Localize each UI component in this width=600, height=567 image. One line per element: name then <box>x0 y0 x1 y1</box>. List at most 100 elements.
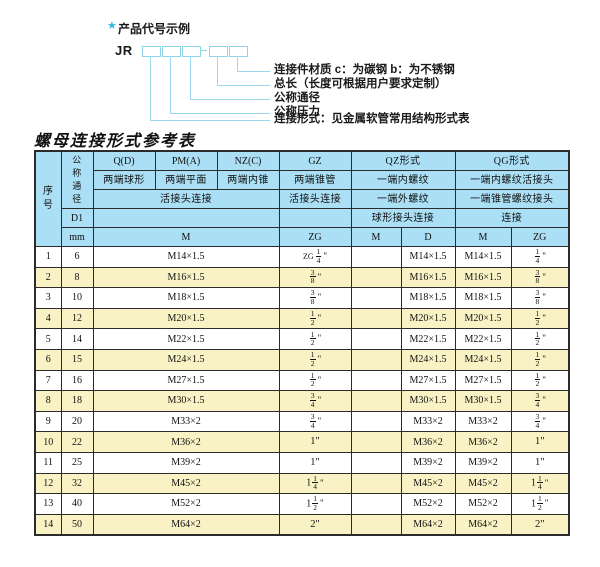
header-end-qg: 一端内螺纹活接头 <box>454 170 570 190</box>
cell-qg-zg: 3 4 " <box>510 410 570 433</box>
cell-gz-zg: 1" <box>278 431 352 453</box>
header-conn-left: 活接头连接 <box>92 189 280 209</box>
cell-gz-zg: 1 1 4 " <box>278 472 352 495</box>
diagram-title: 产品代号示例 <box>118 22 191 36</box>
cell-qg-zg: 3 8 " <box>510 287 570 309</box>
cell-nominal-bore: 40 <box>60 493 94 515</box>
cell-gz-zg: 1" <box>278 451 352 474</box>
cell-qz-d: M45×2 <box>400 472 456 495</box>
header-end-pma: 两端平面 <box>154 170 218 190</box>
table-row: 12 32 M45×2 1 1 4 " M45×2 M45×2 1 1 4 " <box>34 472 570 495</box>
header-end-qz: 一端内螺纹 <box>350 170 456 190</box>
header-conn-qz: 一端外螺纹 <box>350 189 456 209</box>
cell-qg-m: M24×1.5 <box>454 348 512 371</box>
cell-qg-m: M64×2 <box>454 513 512 536</box>
cell-qz-m <box>350 328 402 350</box>
cell-nominal-bore: 22 <box>60 431 94 453</box>
table-row: 4 12 M20×1.5 1 2 " M20×1.5 M20×1.5 1 2 " <box>34 307 570 330</box>
header-row-codes: 序 号 公 称 通 径 Q(D) PM(A) NZ(C) GZ QZ形式 QG形… <box>34 150 570 247</box>
code-note-nominal-bore: 公称通径 <box>274 92 320 104</box>
cell-thread-m: M45×2 <box>92 472 280 495</box>
cell-gz-zg: 1 2 " <box>278 369 352 392</box>
cell-qg-m: M33×2 <box>454 410 512 433</box>
header-ball-qg: 连接 <box>454 208 570 228</box>
cell-gz-zg: 1 1 2 " <box>278 493 352 515</box>
table-row: 11 25 M39×2 1" M39×2 M39×2 1" <box>34 451 570 474</box>
header-seq-char-2: 号 <box>43 200 54 211</box>
header-unit-zg-gz: ZG <box>278 227 352 247</box>
table-row: 7 16 M27×1.5 1 2 " M27×1.5 M27×1.5 1 2 " <box>34 369 570 392</box>
leader-line-3-horizontal <box>190 99 270 100</box>
leader-line-2-horizontal <box>170 113 270 114</box>
header-unit-d-qz: D <box>400 227 456 247</box>
table-title: 螺母连接形式参考表 <box>34 133 197 150</box>
code-box-2 <box>162 46 181 57</box>
code-box-1 <box>142 46 161 57</box>
cell-qz-m <box>350 410 402 433</box>
cell-qz-m <box>350 513 402 536</box>
leader-line-2-vertical <box>170 56 171 113</box>
cell-qg-m: M52×2 <box>454 493 512 515</box>
header-code-gz: GZ <box>278 150 352 171</box>
cell-qg-zg: 1 2 " <box>510 328 570 350</box>
header-code-qg: QG形式 <box>454 150 570 171</box>
header-end-qd: 两端球形 <box>92 170 156 190</box>
cell-qz-m <box>350 390 402 412</box>
cell-seq: 5 <box>34 328 62 350</box>
code-prefix-label: JR <box>115 43 133 58</box>
cell-qz-m <box>350 287 402 309</box>
header-blank-gz <box>278 208 352 228</box>
cell-gz-zg: 3 4 " <box>278 390 352 412</box>
cell-thread-m: M33×2 <box>92 410 280 433</box>
cell-qg-m: M45×2 <box>454 472 512 495</box>
header-seq-char-1: 序 <box>43 185 54 197</box>
dn-char-3: 通 <box>72 181 82 191</box>
cell-seq: 3 <box>34 287 62 309</box>
cell-seq: 1 <box>34 246 62 268</box>
cell-gz-zg: 1 2 " <box>278 348 352 371</box>
cell-thread-m: M14×1.5 <box>92 246 280 268</box>
header-nominal-bore: 公 称 通 径 <box>60 150 94 209</box>
cell-qz-d: M18×1.5 <box>400 287 456 309</box>
cell-qg-zg: 3 4 " <box>510 390 570 412</box>
cell-qz-d: M27×1.5 <box>400 369 456 392</box>
cell-nominal-bore: 10 <box>60 287 94 309</box>
header-seq: 序 号 <box>34 150 62 247</box>
cell-qz-m <box>350 266 402 289</box>
cell-qg-m: M39×2 <box>454 451 512 474</box>
cell-thread-m: M52×2 <box>92 493 280 515</box>
cell-qz-m <box>350 493 402 515</box>
nut-connection-spec-table: 序 号 公 称 通 径 Q(D) PM(A) NZ(C) GZ QZ形式 QG形… <box>34 150 571 537</box>
header-code-nzc: NZ(C) <box>216 150 280 171</box>
cell-nominal-bore: 14 <box>60 328 94 350</box>
code-box-5 <box>229 46 248 57</box>
cell-qg-zg: 1 2 " <box>510 369 570 392</box>
cell-nominal-bore: 32 <box>60 472 94 495</box>
cell-seq: 14 <box>34 513 62 536</box>
leader-line-1-horizontal <box>150 120 270 121</box>
cell-nominal-bore: 50 <box>60 513 94 536</box>
table-row: 14 50 M64×2 2" M64×2 M64×2 2" <box>34 513 570 536</box>
header-conn-gz: 活接头连接 <box>278 189 352 209</box>
leader-line-1-vertical <box>150 56 151 120</box>
star-icon: ★ <box>107 20 117 32</box>
header-code-qd: Q(D) <box>92 150 156 171</box>
cell-qz-m <box>350 369 402 392</box>
cell-seq: 2 <box>34 266 62 289</box>
cell-nominal-bore: 6 <box>60 246 94 268</box>
dn-char-4: 径 <box>72 194 82 205</box>
cell-qg-m: M22×1.5 <box>454 328 512 350</box>
header-code-qz: QZ形式 <box>350 150 456 171</box>
table-row: 9 20 M33×2 3 4 " M33×2 M33×2 3 4 " <box>34 410 570 433</box>
header-end-gz: 两端锥管 <box>278 170 352 190</box>
cell-nominal-bore: 20 <box>60 410 94 433</box>
header-row-units: mm M ZG M D M ZG <box>35 227 570 247</box>
cell-gz-zg: 1 2 " <box>278 328 352 350</box>
header-blank-left <box>92 208 280 228</box>
cell-thread-m: M39×2 <box>92 451 280 474</box>
cell-qg-zg: 1" <box>510 451 570 474</box>
cell-qg-zg: 1" <box>510 431 570 453</box>
cell-qg-zg: 1 2 " <box>510 307 570 330</box>
table-row: 3 10 M18×1.5 3 8 " M18×1.5 M18×1.5 3 8 " <box>34 287 570 309</box>
cell-qg-m: M20×1.5 <box>454 307 512 330</box>
